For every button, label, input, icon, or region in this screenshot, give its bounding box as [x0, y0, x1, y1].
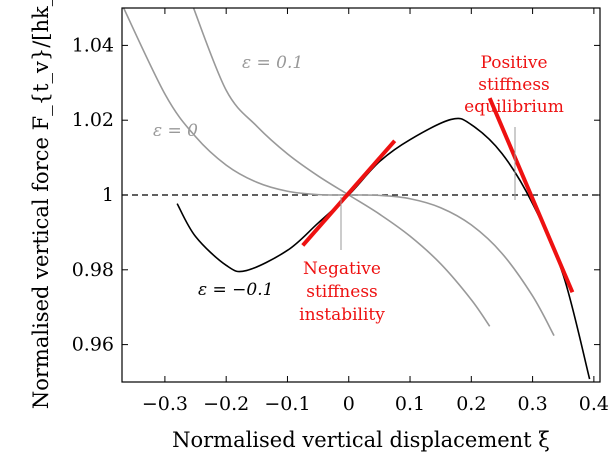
- x-tick-label: 0.3: [517, 393, 547, 415]
- x-tick-label: 0.2: [456, 393, 486, 415]
- tangent-line-negative-stiffness: [301, 139, 397, 247]
- x-tick-label: −0.2: [203, 393, 249, 415]
- negative-line-2: stiffness: [306, 282, 378, 302]
- y-axis-label: Normalised vertical force F_{t_v}/[hk_i]: [29, 0, 53, 409]
- tangent-line-positive-stiffness: [487, 97, 575, 294]
- positive-line-2: stiffness: [478, 75, 550, 95]
- series-line-eps-neg: [176, 117, 591, 380]
- x-axis-label: Normalised vertical displacement ξ: [172, 428, 550, 452]
- x-tick-label: −0.1: [264, 393, 310, 415]
- x-tick-label: 0.4: [579, 393, 609, 415]
- positive-line-1: Positive: [480, 53, 547, 73]
- x-tick-label: 0: [343, 393, 355, 415]
- negative-line-3: instability: [299, 305, 385, 325]
- y-tick-label: 0.96: [72, 334, 114, 356]
- x-tick-label: 0.1: [395, 393, 425, 415]
- label-eps-pos: ε = 0.1: [242, 53, 303, 73]
- y-tick-label: 1.02: [72, 109, 114, 131]
- negative-line-1: Negative: [303, 259, 381, 279]
- y-tick-label: 1: [102, 184, 114, 206]
- negative-stiffness-annotation: Negative stiffness instability: [299, 259, 385, 325]
- positive-line-3: equilibrium: [464, 97, 564, 117]
- positive-stiffness-annotation: Positive stiffness equilibrium: [464, 53, 564, 117]
- y-tick-label: 1.04: [72, 34, 114, 56]
- y-tick-label: 0.98: [72, 259, 114, 281]
- x-tick-label: −0.3: [142, 393, 188, 415]
- label-eps-zero: ε = 0: [153, 121, 198, 141]
- label-eps-neg: ε = −0.1: [198, 280, 273, 300]
